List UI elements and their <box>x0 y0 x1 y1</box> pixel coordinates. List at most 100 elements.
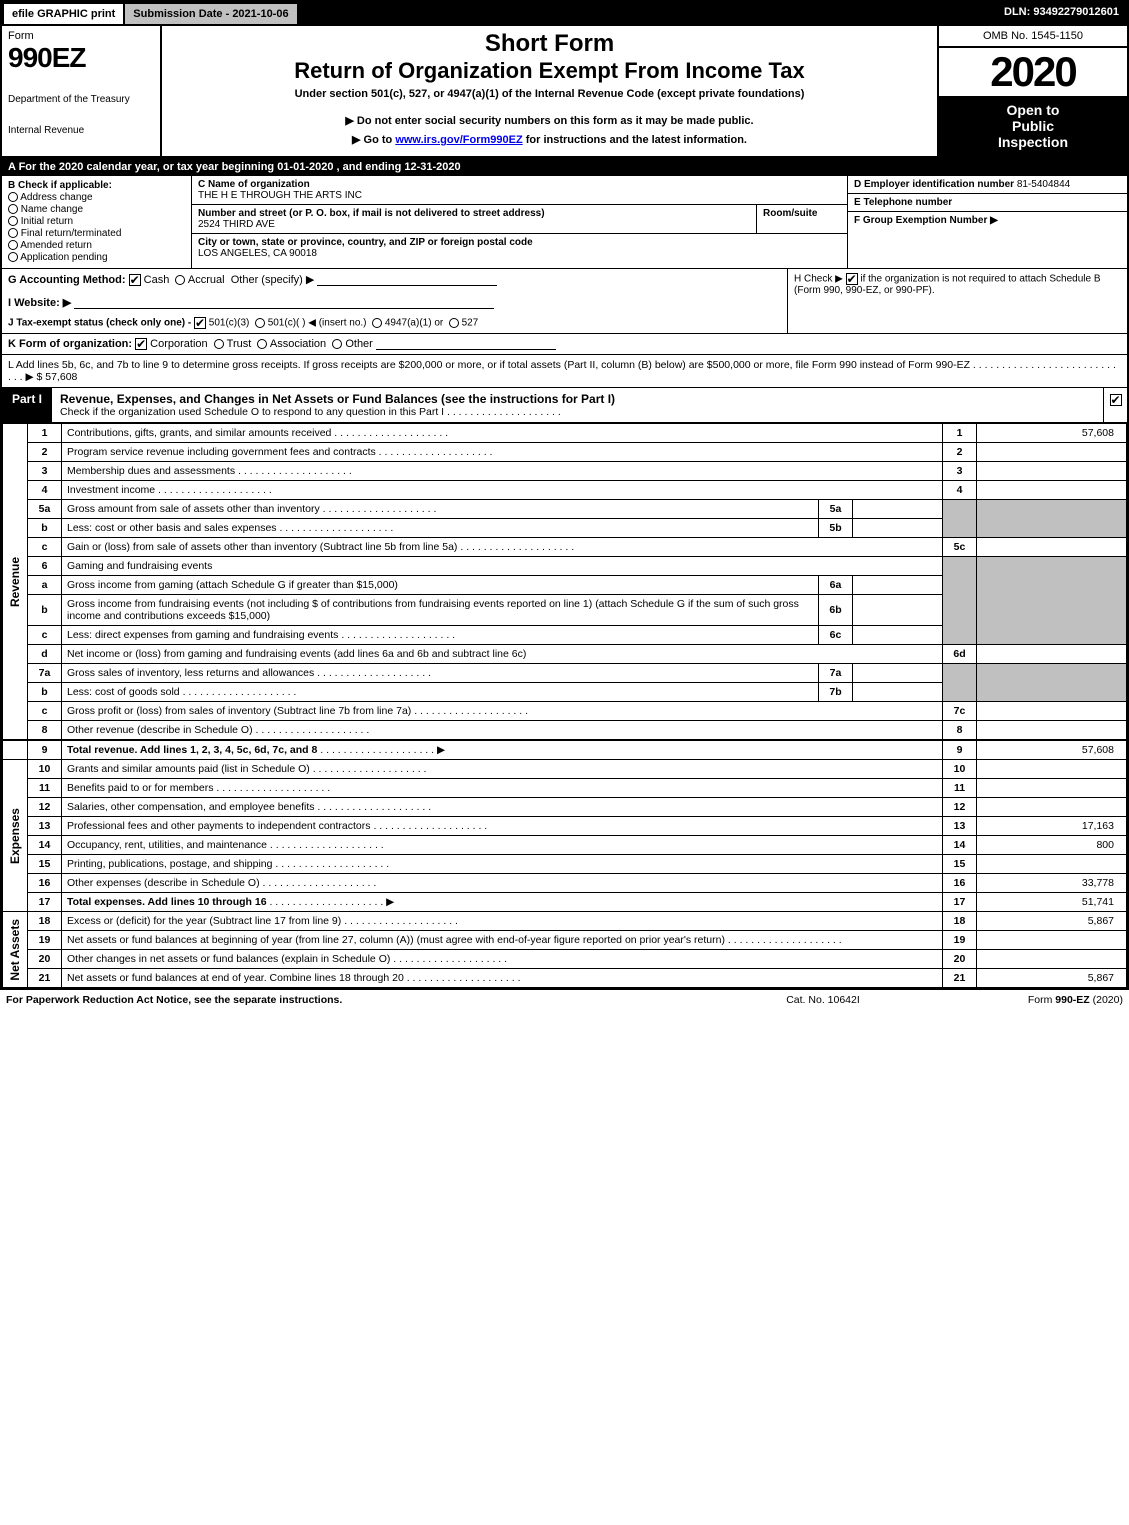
table-row: dNet income or (loss) from gaming and fu… <box>3 645 1127 664</box>
radio-trust[interactable] <box>214 339 224 349</box>
box-h: H Check ▶ if the organization is not req… <box>787 269 1127 333</box>
g-label: G Accounting Method: <box>8 274 129 286</box>
form-header: Form 990EZ Department of the Treasury In… <box>2 26 1127 158</box>
part1-sub: Check if the organization used Schedule … <box>60 406 1095 418</box>
radio-501c[interactable] <box>255 318 265 328</box>
submission-date-button[interactable]: Submission Date - 2021-10-06 <box>125 2 298 26</box>
checkbox-corporation[interactable] <box>135 338 147 350</box>
g-other: Other (specify) ▶ <box>231 274 315 286</box>
table-row: 7aGross sales of inventory, less returns… <box>3 664 1127 683</box>
table-row: cGross profit or (loss) from sales of in… <box>3 702 1127 721</box>
goto-line: ▶ Go to www.irs.gov/Form990EZ for instru… <box>168 133 931 146</box>
room-cell: Room/suite <box>757 205 847 234</box>
page-footer: For Paperwork Reduction Act Notice, see … <box>0 990 1129 1010</box>
checkbox-final-return[interactable]: Final return/terminated <box>8 228 185 239</box>
checkbox-initial-return[interactable]: Initial return <box>8 216 185 227</box>
table-row: 9Total revenue. Add lines 1, 2, 3, 4, 5c… <box>3 740 1127 760</box>
k-other-field[interactable] <box>376 338 556 350</box>
table-row: 6Gaming and fundraising events <box>3 557 1127 576</box>
irs-link[interactable]: www.irs.gov/Form990EZ <box>395 134 522 146</box>
table-row: Revenue 1 Contributions, gifts, grants, … <box>3 424 1127 443</box>
row-gh: G Accounting Method: Cash Accrual Other … <box>2 269 1127 334</box>
warning-ssn: ▶ Do not enter social security numbers o… <box>168 114 931 127</box>
h-text3: (Form 990, 990-EZ, or 990-PF). <box>794 285 1121 296</box>
dept-treasury: Department of the Treasury <box>8 94 154 105</box>
box-c-label: C Name of organization <box>198 179 310 190</box>
h-text1: H Check ▶ <box>794 274 846 285</box>
city-cell: City or town, state or province, country… <box>192 234 847 262</box>
form-number: 990EZ <box>8 42 154 74</box>
checkbox-application-pending[interactable]: Application pending <box>8 252 185 263</box>
efile-print-button[interactable]: efile GRAPHIC print <box>2 2 125 26</box>
expenses-section-label: Expenses <box>8 808 22 864</box>
title-short-form: Short Form <box>168 30 931 58</box>
part1-table: Revenue 1 Contributions, gifts, grants, … <box>2 423 1127 988</box>
checkbox-address-change[interactable]: Address change <box>8 192 185 203</box>
form-word: Form <box>8 30 154 42</box>
box-e-label: E Telephone number <box>854 197 952 208</box>
radio-527[interactable] <box>449 318 459 328</box>
omb-number: OMB No. 1545-1150 <box>939 26 1127 48</box>
topbar: efile GRAPHIC print Submission Date - 20… <box>2 2 1127 26</box>
table-row: 13Professional fees and other payments t… <box>3 817 1127 836</box>
line-val: 57,608 <box>977 424 1127 443</box>
k-label: K Form of organization: <box>8 338 135 350</box>
subtitle-under-section: Under section 501(c), 527, or 4947(a)(1)… <box>168 88 931 100</box>
line-desc: Contributions, gifts, grants, and simila… <box>62 424 943 443</box>
g-other-field[interactable] <box>317 274 497 286</box>
checkbox-cash[interactable] <box>129 274 141 286</box>
open-line3: Inspection <box>945 134 1121 150</box>
j-opt1: 501(c)(3) <box>209 318 250 329</box>
box-g: G Accounting Method: Cash Accrual Other … <box>2 269 787 333</box>
ein-value: 81-5404844 <box>1017 179 1070 190</box>
header-right: OMB No. 1545-1150 2020 Open to Public In… <box>937 26 1127 156</box>
h-text2: if the organization is not required to a… <box>858 274 1101 285</box>
org-name-value: THE H E THROUGH THE ARTS INC <box>198 190 841 201</box>
radio-association[interactable] <box>257 339 267 349</box>
box-j: J Tax-exempt status (check only one) - 5… <box>8 317 781 329</box>
website-field[interactable] <box>74 297 494 309</box>
revenue-section-label: Revenue <box>8 557 22 607</box>
table-row: 21Net assets or fund balances at end of … <box>3 969 1127 988</box>
title-return: Return of Organization Exempt From Incom… <box>168 58 931 84</box>
part1-title: Revenue, Expenses, and Changes in Net As… <box>52 388 1103 422</box>
radio-other[interactable] <box>332 339 342 349</box>
line-rn: 1 <box>943 424 977 443</box>
street-value: 2524 THIRD AVE <box>198 219 750 230</box>
table-row: 16Other expenses (describe in Schedule O… <box>3 874 1127 893</box>
checkbox-501c3[interactable] <box>194 317 206 329</box>
open-line1: Open to <box>945 102 1121 118</box>
table-row: 20Other changes in net assets or fund ba… <box>3 950 1127 969</box>
table-row: cGain or (loss) from sale of assets othe… <box>3 538 1127 557</box>
part1-tag: Part I <box>2 388 52 422</box>
box-f: F Group Exemption Number ▶ <box>848 212 1127 229</box>
open-line2: Public <box>945 118 1121 134</box>
form-990ez-page: efile GRAPHIC print Submission Date - 20… <box>0 0 1129 990</box>
box-b-label: B Check if applicable: <box>8 180 185 191</box>
box-d: D Employer identification number 81-5404… <box>848 176 1127 194</box>
identification-block: B Check if applicable: Address change Na… <box>2 176 1127 269</box>
checkbox-schedule-o[interactable] <box>1110 394 1122 406</box>
row-a-tax-year: A For the 2020 calendar year, or tax yea… <box>2 158 1127 176</box>
street-row: Number and street (or P. O. box, if mail… <box>192 205 847 234</box>
radio-4947[interactable] <box>372 318 382 328</box>
g-cash: Cash <box>144 274 170 286</box>
checkbox-name-change[interactable]: Name change <box>8 204 185 215</box>
j-label: J Tax-exempt status (check only one) - <box>8 318 194 329</box>
table-row: 3Membership dues and assessments3 <box>3 462 1127 481</box>
radio-accrual[interactable] <box>175 275 185 285</box>
city-label: City or town, state or province, country… <box>198 237 533 248</box>
boxes-def: D Employer identification number 81-5404… <box>847 176 1127 268</box>
table-row: 8Other revenue (describe in Schedule O)8 <box>3 721 1127 741</box>
goto-post: for instructions and the latest informat… <box>523 134 747 146</box>
footer-right: Form 990-EZ (2020) <box>923 994 1123 1006</box>
table-row: 12Salaries, other compensation, and empl… <box>3 798 1127 817</box>
city-value: LOS ANGELES, CA 90018 <box>198 248 841 259</box>
header-center: Short Form Return of Organization Exempt… <box>162 26 937 156</box>
checkbox-h[interactable] <box>846 273 858 285</box>
footer-center: Cat. No. 10642I <box>723 994 923 1006</box>
table-row: 19Net assets or fund balances at beginni… <box>3 931 1127 950</box>
i-label: I Website: ▶ <box>8 297 71 309</box>
checkbox-amended-return[interactable]: Amended return <box>8 240 185 251</box>
g-accrual: Accrual <box>188 274 225 286</box>
